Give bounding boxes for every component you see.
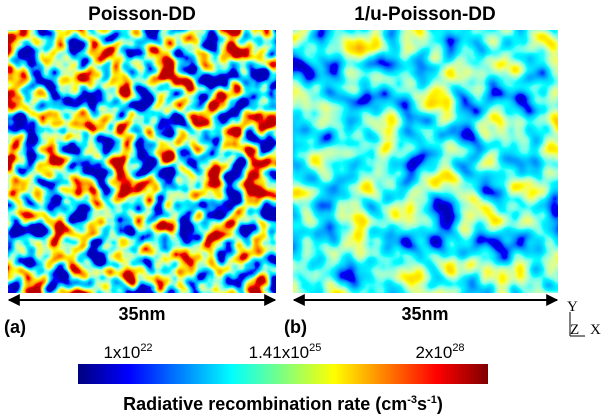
title-text: Radiative recombination rate (cm (123, 394, 407, 414)
tick-base: 1x10 (103, 343, 140, 362)
colorbar-ticks: 1x1022 1.41x1025 2x1028 (103, 342, 464, 362)
title-text: ) (437, 394, 443, 414)
heatmap (293, 30, 558, 293)
colorbar-tick-label: 1.41x1025 (249, 342, 322, 362)
panel-label: (a) (4, 317, 26, 337)
panel-title: Poisson-DD (88, 4, 196, 25)
tick-exp: 28 (452, 342, 464, 354)
panel-title: 1/u-Poisson-DD (354, 4, 495, 25)
colorbar-tick-label: 1x1022 (103, 342, 152, 362)
tick-base: 1.41x10 (249, 343, 310, 362)
axis-label: Y (567, 299, 578, 315)
title-exp: -1 (427, 394, 437, 406)
heatmap (8, 30, 276, 293)
scale-label: 35nm (401, 304, 448, 324)
scale-label: 35nm (118, 304, 165, 324)
axis-triad: Y Z X (567, 299, 601, 338)
colorbar-tick-label: 2x1028 (415, 342, 464, 362)
title-exp: -3 (407, 394, 417, 406)
tick-exp: 22 (140, 342, 152, 354)
tick-exp: 25 (309, 342, 321, 354)
tick-base: 2x10 (415, 343, 452, 362)
colorbar (78, 364, 488, 384)
axis-label: X (590, 322, 601, 338)
panel-label: (b) (284, 317, 307, 337)
colorbar-title: Radiative recombination rate (cm-3s-1) (123, 394, 443, 414)
title-text: s (417, 394, 427, 414)
axis-label: Z (570, 322, 579, 338)
